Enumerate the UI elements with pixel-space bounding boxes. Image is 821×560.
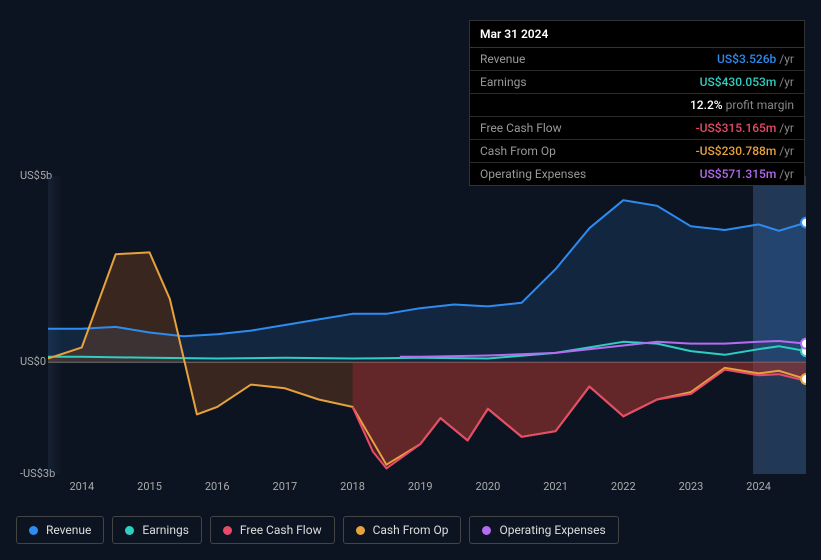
tooltip-row-label: [480, 98, 690, 112]
tooltip-date: Mar 31 2024: [470, 21, 804, 48]
legend-label: Operating Expenses: [499, 523, 605, 537]
tooltip-row-value: -US$230.788m/yr: [696, 144, 794, 158]
series-area-fcf: [353, 362, 806, 468]
series-end-marker: [801, 218, 806, 228]
x-axis-tick: 2014: [69, 480, 94, 493]
tooltip-row-value: US$571.315m/yr: [700, 167, 794, 181]
x-axis-tick: 2022: [611, 480, 636, 493]
legend-item[interactable]: Revenue: [16, 516, 104, 544]
series-end-marker: [801, 339, 806, 349]
tooltip-row: Free Cash Flow-US$315.165m/yr: [470, 117, 804, 140]
chart-legend: Revenue Earnings Free Cash Flow Cash From O…: [16, 516, 619, 544]
chart-plot-area: [48, 176, 806, 474]
chart-tooltip: Mar 31 2024 RevenueUS$3.526b/yrEarningsU…: [469, 20, 805, 186]
tooltip-row-label: Revenue: [480, 52, 717, 66]
x-axis-tick: 2018: [340, 480, 365, 493]
x-axis-tick: 2020: [476, 480, 501, 493]
tooltip-row-label: Earnings: [480, 75, 700, 89]
series-end-marker: [801, 374, 806, 384]
legend-item[interactable]: Free Cash Flow: [210, 516, 335, 544]
legend-item[interactable]: Cash From Op: [343, 516, 462, 544]
tooltip-row-value: US$3.526b/yr: [717, 52, 794, 66]
x-axis-tick: 2016: [205, 480, 230, 493]
x-axis-tick: 2017: [273, 480, 298, 493]
x-axis-tick: 2023: [679, 480, 704, 493]
legend-dot-icon: [482, 526, 491, 535]
tooltip-row: Operating ExpensesUS$571.315m/yr: [470, 163, 804, 185]
tooltip-row-value: -US$315.165m/yr: [696, 121, 794, 135]
tooltip-row-label: Free Cash Flow: [480, 121, 696, 135]
legend-label: Free Cash Flow: [240, 523, 322, 537]
x-axis-tick: 2021: [543, 480, 568, 493]
y-axis-label: US$0: [20, 355, 46, 368]
legend-dot-icon: [223, 526, 232, 535]
legend-item[interactable]: Operating Expenses: [469, 516, 618, 544]
tooltip-row-label: Cash From Op: [480, 144, 696, 158]
legend-dot-icon: [125, 526, 134, 535]
legend-label: Revenue: [46, 523, 91, 537]
legend-label: Earnings: [142, 523, 189, 537]
tooltip-row: Cash From Op-US$230.788m/yr: [470, 140, 804, 163]
legend-dot-icon: [29, 526, 38, 535]
tooltip-row: 12.2%profit margin: [470, 94, 804, 117]
legend-item[interactable]: Earnings: [112, 516, 202, 544]
legend-dot-icon: [356, 526, 365, 535]
financials-chart[interactable]: US$5bUS$0-US$3b 201420152016201720182019…: [16, 160, 806, 500]
tooltip-row: EarningsUS$430.053m/yr: [470, 71, 804, 94]
tooltip-row-value: US$430.053m/yr: [700, 75, 794, 89]
x-axis-tick: 2019: [408, 480, 433, 493]
x-axis-tick: 2024: [746, 480, 771, 493]
tooltip-row-label: Operating Expenses: [480, 167, 700, 181]
legend-label: Cash From Op: [373, 523, 449, 537]
x-axis: 2014 2015 2016 2017 2018 2019 2020 2021 2022 2023…: [48, 480, 806, 500]
x-axis-tick: 2015: [137, 480, 162, 493]
tooltip-row: RevenueUS$3.526b/yr: [470, 48, 804, 71]
tooltip-row-value: 12.2%profit margin: [690, 98, 794, 112]
